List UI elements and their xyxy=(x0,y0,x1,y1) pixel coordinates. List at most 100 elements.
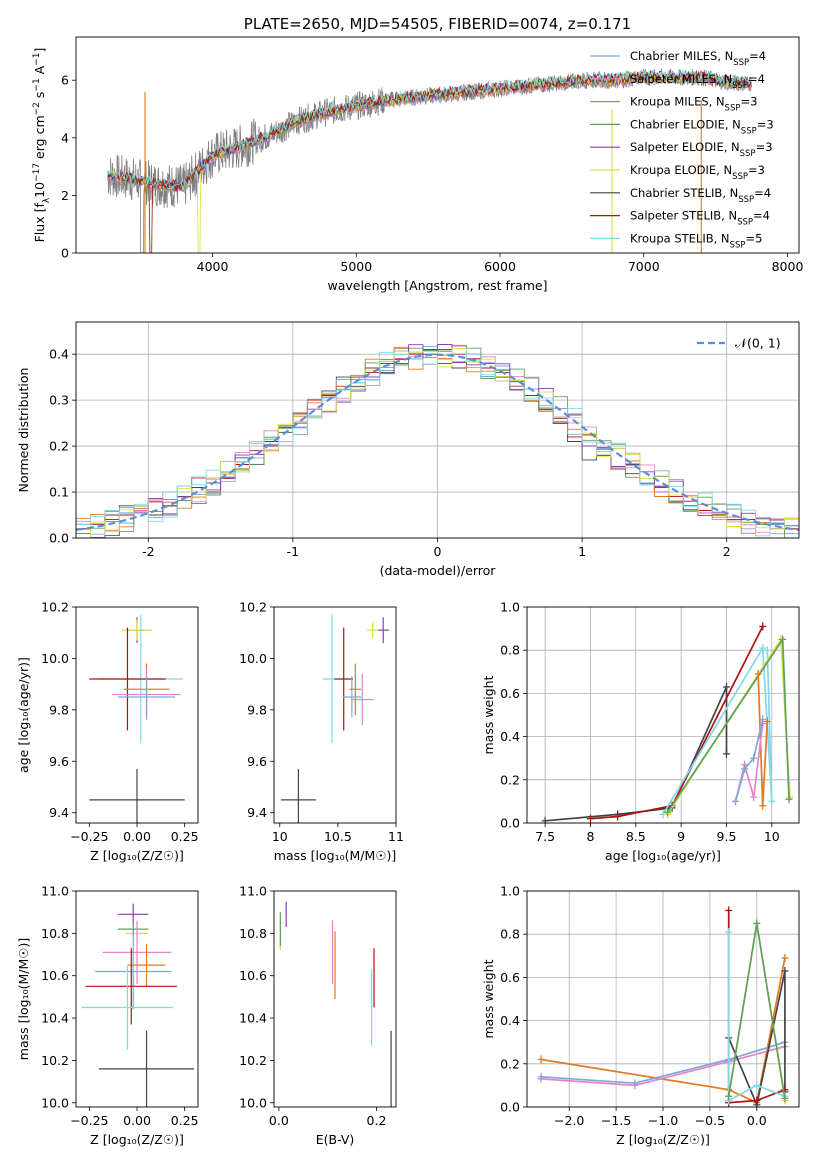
legend-entry-text: Chabrier ELODIE, N xyxy=(630,117,741,131)
mass-weight-vs-age-xtick-label: 10 xyxy=(764,829,780,844)
mass-vs-z-frame xyxy=(75,890,199,1108)
mass-weight-vs-age-ytick-label: 0.0 xyxy=(500,816,520,831)
mass-vs-ebv-frame xyxy=(273,890,397,1108)
age-vs-mass-ytick-label: 9.6 xyxy=(247,754,267,769)
spectrum-title: PLATE=2650, MJD=54505, FIBERID=0074, z=0… xyxy=(244,15,631,33)
spectrum-ylabel: Flux [fλ10−17 erg cm−2 s−1 A−1] xyxy=(32,48,52,243)
residuals-ylabel: Normed distribution xyxy=(16,368,31,493)
legend-entry-sub: SSP xyxy=(733,58,749,68)
residuals-ytick-label: 0.0 xyxy=(49,531,69,546)
mass-vs-z-ytick-label: 10.8 xyxy=(41,926,69,941)
legend-entry-text: Kroupa MILES, N xyxy=(630,95,725,109)
legend-entry-sub: SSP xyxy=(737,218,753,228)
legend-entry-tail: =4 xyxy=(753,209,770,223)
legend-entry-text: Salpeter ELODIE, N xyxy=(630,140,740,154)
legend-entry: Kroupa ELODIE, NSSP=3 xyxy=(630,163,765,182)
mass-vs-z-ytick-label: 10.0 xyxy=(41,1095,69,1110)
age-vs-z-ytick-label: 10.0 xyxy=(41,651,69,666)
spectrum-xtick-label: 4000 xyxy=(197,259,229,274)
mass-vs-ebv-ytick-label: 10.4 xyxy=(239,1011,267,1026)
mass-weight-vs-age-ytick-label: 0.8 xyxy=(500,643,520,658)
mass-vs-ebv-xtick-label: 0.2 xyxy=(367,1113,387,1128)
mass-weight-vs-age-xtick-label: 8.5 xyxy=(626,829,646,844)
legend-entry-sub: SSP xyxy=(732,172,748,182)
mass-weight-vs-z-axes: −2.0 −1.5 −1.0 −0.5 0.0 0.0 0.2 0.4 0.6 0.8 1.0 Z [… xyxy=(481,884,799,1147)
legend-entry: Kroupa STELIB, NSSP=5 xyxy=(630,231,762,250)
mass-weight-vs-age-xtick-label: 9.5 xyxy=(717,829,737,844)
legend-entry-text: Chabrier STELIB, N xyxy=(630,186,738,200)
mass-weight-vs-age-line-1 xyxy=(590,626,764,820)
mass-vs-ebv-axes: 0.0 0.2 10.0 10.2 10.4 10.6 10.8 11.0 E(B-V) xyxy=(239,884,386,1148)
spectrum-ylabel-part: s xyxy=(32,92,47,103)
mass-vs-z-xlabel: Z [log₁₀(Z/Z☉)] xyxy=(90,1132,184,1147)
age-vs-mass-frame xyxy=(273,606,397,824)
mass-vs-ebv-points xyxy=(279,901,392,1107)
residuals-step-8 xyxy=(76,351,799,537)
spectrum-ylabel-part: λ xyxy=(42,197,52,203)
spectrum-ytick-label: 0 xyxy=(61,246,69,261)
residuals-ytick-label: 0.3 xyxy=(49,393,69,408)
spectrum-ylabel-part: −2 xyxy=(32,102,42,115)
residuals-ytick-label: 0.4 xyxy=(49,347,69,362)
legend-entry-sub: SSP xyxy=(730,240,746,250)
mass-weight-vs-age-frame xyxy=(526,606,800,824)
mass-vs-ebv-ytick-label: 11.0 xyxy=(239,884,267,899)
mass-vs-z-ytick-label: 11.0 xyxy=(41,884,69,899)
legend-entry: Chabrier ELODIE, NSSP=3 xyxy=(630,117,774,136)
mass-vs-z-xtick-label: 0.25 xyxy=(171,1113,199,1128)
mass-weight-vs-age-ytick-label: 0.2 xyxy=(500,772,520,787)
mass-weight-vs-age-xtick-label: 8 xyxy=(586,829,594,844)
legend-entry-sub: SSP xyxy=(741,126,757,136)
mass-weight-vs-z-xtick-label: −1.5 xyxy=(601,1113,631,1128)
spectrum-ytick-label: 6 xyxy=(61,73,69,88)
spectrum-ylabel-part: −1 xyxy=(32,78,42,91)
residuals-gaussian xyxy=(76,353,799,531)
legend-entry-text: Salpeter STELIB, N xyxy=(630,209,737,223)
legend-entry: Kroupa MILES, NSSP=3 xyxy=(630,95,757,114)
mass-weight-vs-age-ytick-label: 1.0 xyxy=(500,600,520,615)
mass-weight-vs-z-ytick-label: 0.4 xyxy=(500,1013,520,1028)
residuals-steps xyxy=(76,344,799,538)
age-vs-mass-ytick-label: 9.4 xyxy=(247,805,267,820)
mass-weight-vs-z-xtick-label: −0.5 xyxy=(695,1113,725,1128)
age-vs-z-xlabel: Z [log₁₀(Z/Z☉)] xyxy=(90,848,184,863)
age-vs-mass-ytick-label: 9.8 xyxy=(247,702,267,717)
spectrum-xtick-label: 5000 xyxy=(340,259,372,274)
age-vs-mass-axes: 10 10.5 11 9.4 9.6 9.8 10.0 10.2 mass [log₁₀(M/M… xyxy=(239,600,404,864)
age-vs-z-axes: −0.25 0.00 0.25 9.4 9.6 9.8 10.0 10.2 Z [log₁₀(Z… xyxy=(16,600,199,864)
spectrum-xlabel: wavelength [Angstrom, rest frame] xyxy=(327,278,547,293)
mass-vs-ebv-xlabel: E(B-V) xyxy=(316,1132,355,1147)
spectrum-ylabel-part: ] xyxy=(32,48,47,53)
age-vs-z-ytick-label: 9.8 xyxy=(49,702,69,717)
mass-weight-vs-age-ylabel: mass weight xyxy=(481,675,496,754)
mass-weight-vs-z-frame xyxy=(526,890,800,1108)
mass-weight-vs-z-ytick-label: 0.8 xyxy=(500,927,520,942)
spectrum-frame xyxy=(75,36,800,254)
residuals-xtick-label: 0 xyxy=(434,544,442,559)
age-vs-mass-points xyxy=(280,614,390,823)
mass-weight-vs-z-line-0 xyxy=(540,957,786,1104)
mass-weight-vs-z-xtick-label: −1.0 xyxy=(648,1113,678,1128)
spectrum-ylabel-part: −1 xyxy=(32,53,42,66)
spectrum-xtick-label: 8000 xyxy=(772,259,804,274)
mass-weight-vs-z-xtick-label: −2.0 xyxy=(554,1113,584,1128)
age-vs-z-ylabel: age [log₁₀(age/yr)] xyxy=(16,657,31,773)
age-vs-mass-xtick-label: 10.5 xyxy=(324,829,352,844)
residuals-xtick-label: -1 xyxy=(287,544,299,559)
age-vs-z-points xyxy=(89,614,185,823)
age-vs-z-frame xyxy=(75,606,199,824)
residuals-xtick-label: -2 xyxy=(142,544,154,559)
age-vs-mass-xtick-label: 11 xyxy=(388,829,404,844)
legend-entry-tail: =3 xyxy=(756,140,773,154)
spectrum-ytick-label: 2 xyxy=(61,188,69,203)
residuals-frame xyxy=(75,321,800,539)
legend-entry: Salpeter STELIB, NSSP=4 xyxy=(630,209,770,228)
mass-vs-ebv-ytick-label: 10.8 xyxy=(239,926,267,941)
legend-entry-sub: SSP xyxy=(732,81,748,91)
mass-vs-ebv-ytick-label: 10.2 xyxy=(239,1053,267,1068)
legend-entry-tail: =4 xyxy=(754,186,771,200)
residuals-xtick-label: 1 xyxy=(578,544,586,559)
legend-entry-tail: =3 xyxy=(757,117,774,131)
